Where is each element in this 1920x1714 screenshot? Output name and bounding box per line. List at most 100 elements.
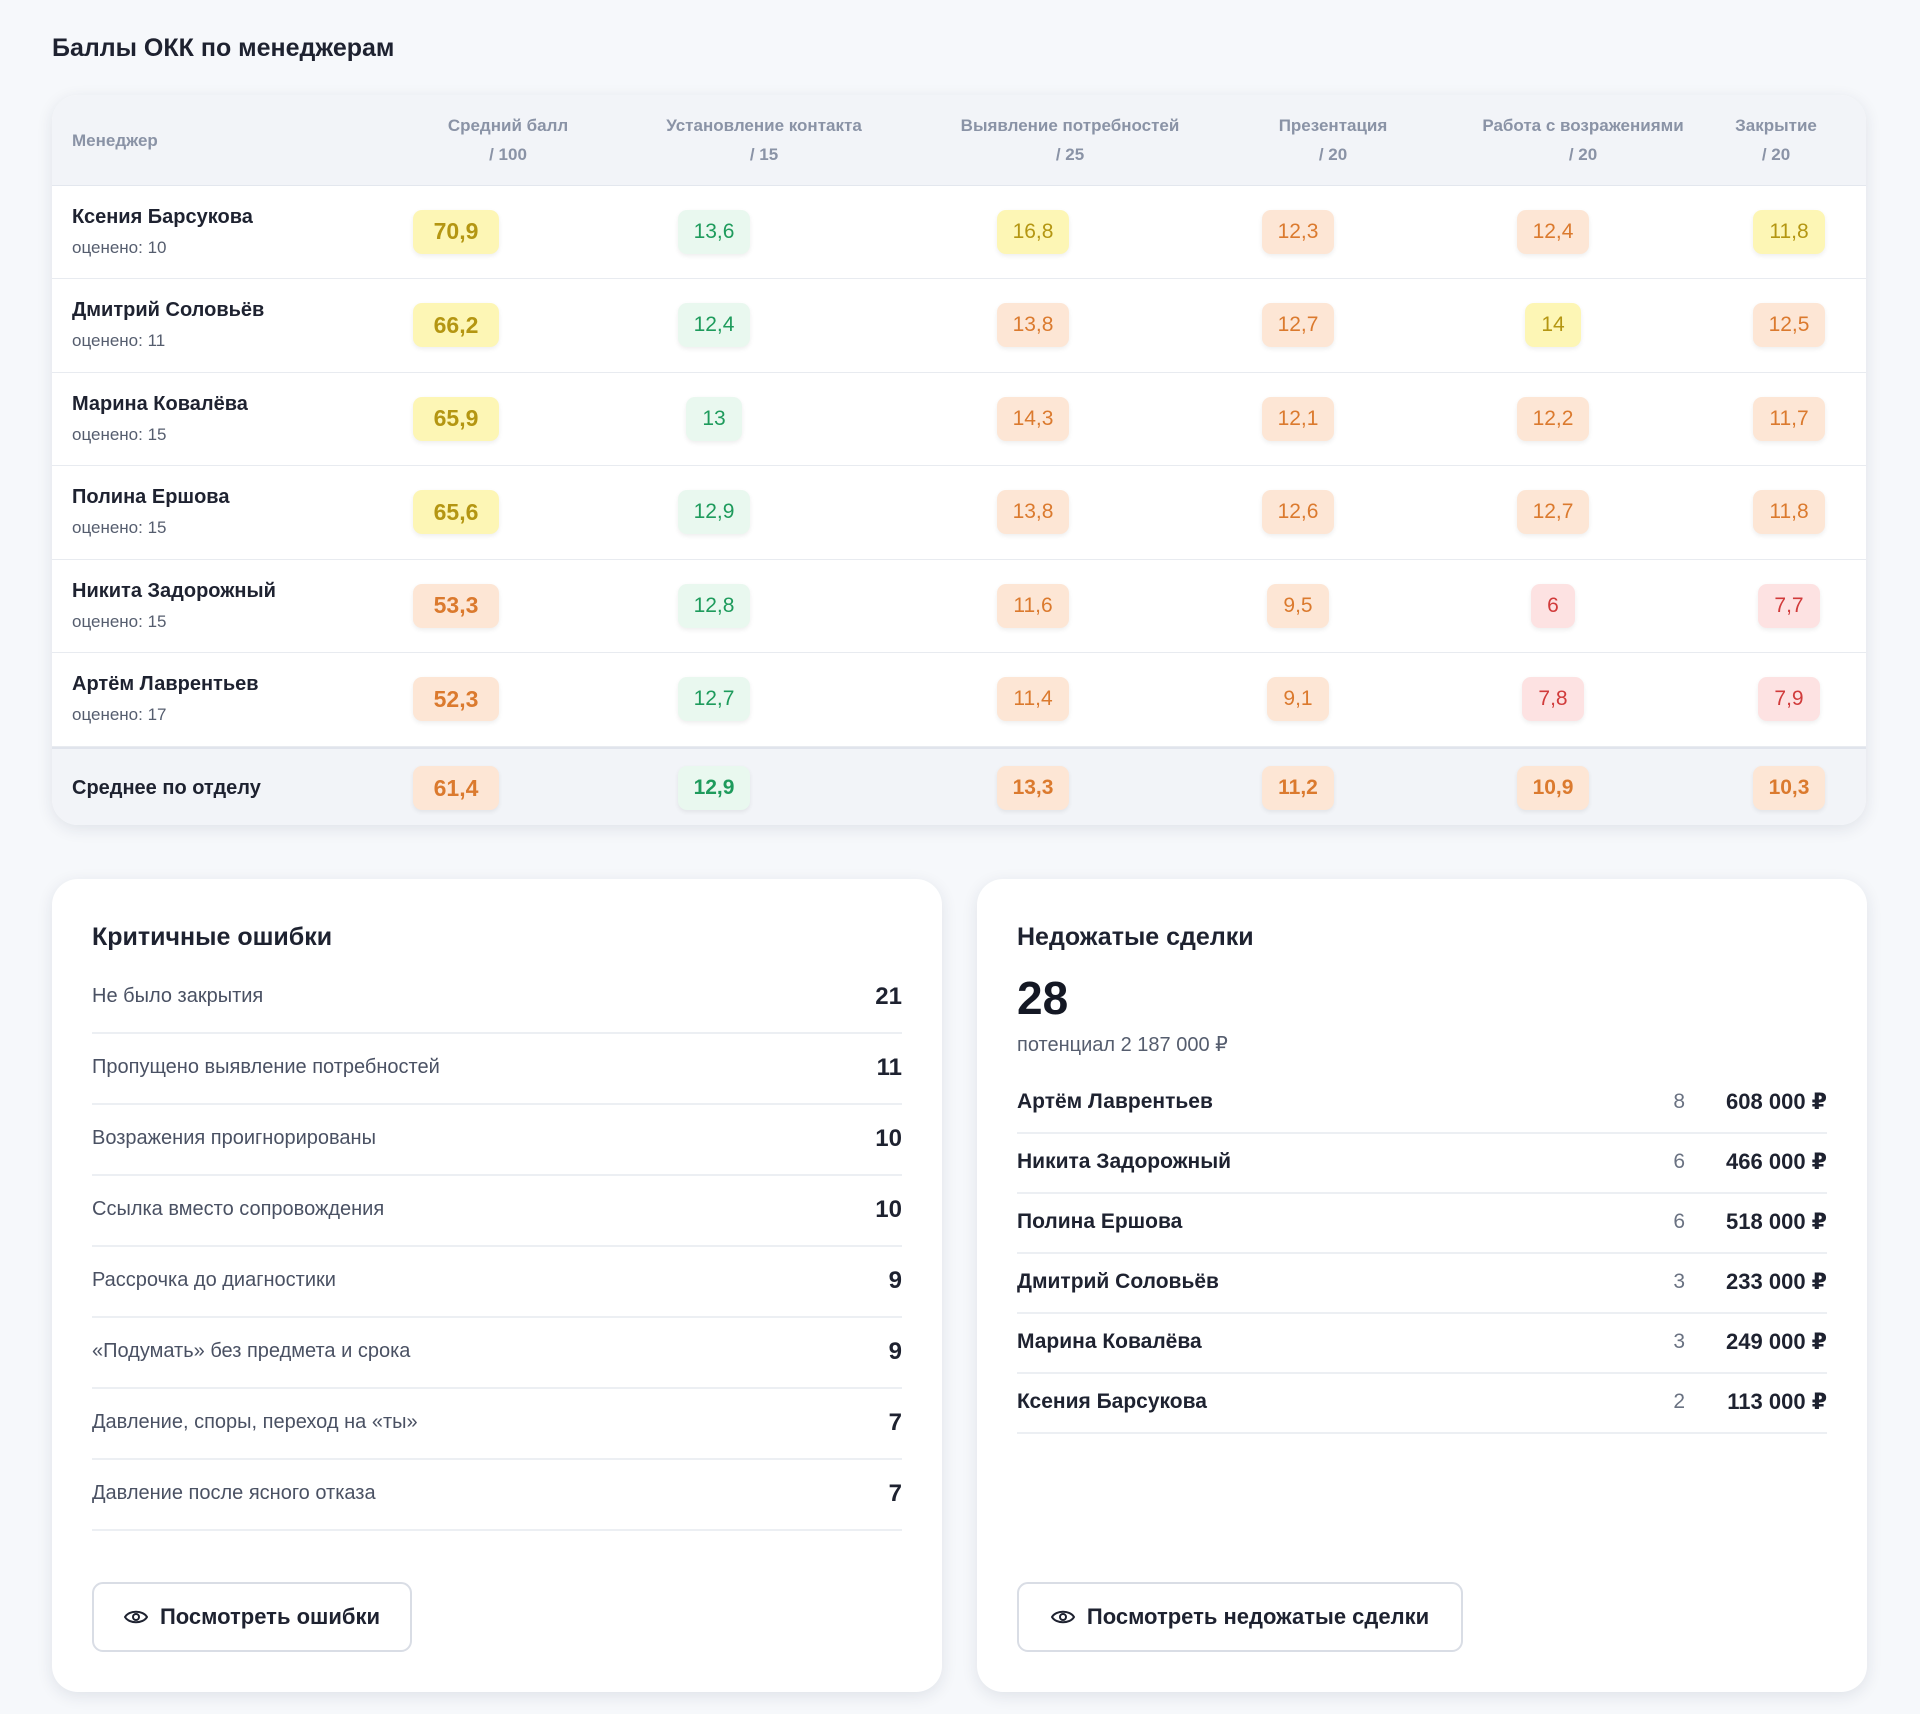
- table-row[interactable]: Ксения Барсукова оценено: 10 70,9 13,6 16,8 1…: [52, 185, 1866, 279]
- unclosed-deal-item: Артём Лаврентьев 8 608 000 ₽: [1017, 1072, 1827, 1134]
- critical-error-item: «Подумать» без предмета и срока 9: [92, 1316, 902, 1389]
- unclosed-deal-item: Дмитрий Соловьёв 3 233 000 ₽: [1017, 1252, 1827, 1314]
- score-cell-needs: 11,4: [973, 653, 1093, 746]
- score-chip: 12,9: [677, 490, 751, 534]
- deal-count: 8: [1673, 1090, 1685, 1113]
- score-cell-closing: 12,5: [1729, 279, 1849, 372]
- table-row[interactable]: Полина Ершова оценено: 15 65,6 12,9 13,8 12,6…: [52, 466, 1866, 560]
- eye-icon: [123, 1610, 148, 1624]
- score-chip: 11,8: [1753, 209, 1825, 254]
- score-cell-closing: 10,3: [1729, 749, 1849, 825]
- critical-error-item: Пропущено выявление потребностей 11: [92, 1032, 902, 1105]
- score-cell-contact: 13: [654, 372, 774, 465]
- critical-error-item: Рассрочка до диагностики 9: [92, 1245, 902, 1318]
- score-cell-presentation: 12,6: [1238, 466, 1358, 559]
- score-cell-needs: 13,8: [973, 279, 1093, 372]
- score-cell-contact: 13,6: [654, 185, 774, 278]
- critical-error-label: Ссылка вместо сопровождения: [92, 1198, 385, 1220]
- deal-count: 6: [1673, 1150, 1685, 1173]
- critical-error-count: 11: [876, 1053, 902, 1081]
- score-chip: 12,8: [677, 583, 751, 628]
- deal-manager-name: Артём Лаврентьев: [1017, 1090, 1213, 1113]
- critical-error-count: 7: [888, 1479, 902, 1507]
- score-cell-objections: 14: [1493, 279, 1613, 372]
- view-errors-button[interactable]: Посмотреть ошибки: [92, 1582, 412, 1652]
- score-cell-closing: 7,9: [1729, 653, 1849, 746]
- score-chip: 70,9: [413, 209, 499, 254]
- deal-manager-name: Дмитрий Соловьёв: [1017, 1270, 1219, 1293]
- score-chip: 7,9: [1758, 677, 1820, 721]
- score-chip: 53,3: [413, 583, 499, 628]
- eye-icon: [1050, 1610, 1075, 1624]
- score-cell-presentation: 11,2: [1238, 749, 1358, 825]
- deal-count: 3: [1673, 1330, 1685, 1353]
- score-chip: 12,1: [1261, 396, 1335, 441]
- deal-manager-name: Никита Задорожный: [1017, 1150, 1232, 1173]
- score-cell-objections: 6: [1493, 559, 1613, 652]
- table-row[interactable]: Артём Лаврентьев оценено: 17 52,3 12,7 11,4 9…: [52, 653, 1866, 747]
- evaluated-count: оценено: 15: [72, 424, 167, 444]
- view-unclosed-deals-button[interactable]: Посмотреть недожатые сделки: [1017, 1582, 1463, 1652]
- score-chip: 7,8: [1522, 677, 1584, 721]
- column-header-label: Выявление потребностей: [960, 116, 1180, 135]
- page-title: Баллы ОКК по менеджерам: [52, 34, 395, 62]
- score-chip: 9,5: [1267, 583, 1329, 628]
- score-chip: 14,3: [996, 396, 1070, 441]
- deal-amount: 113 000 ₽: [1727, 1389, 1827, 1414]
- column-header-closing: Закрытие / 20: [1716, 95, 1836, 185]
- score-chip: 13,8: [996, 303, 1070, 347]
- score-cell-average: 70,9: [396, 185, 516, 278]
- unclosed-deal-item: Марина Ковалёва 3 249 000 ₽: [1017, 1312, 1827, 1374]
- score-cell-needs: 16,8: [973, 185, 1093, 278]
- score-chip: 12,7: [1261, 303, 1335, 347]
- score-chip: 11,7: [1753, 396, 1825, 441]
- score-chip: 11,6: [997, 583, 1069, 628]
- column-header-max: / 20: [1568, 145, 1598, 164]
- score-cell-needs: 13,3: [973, 749, 1093, 825]
- score-chip: 12,2: [1516, 396, 1590, 441]
- critical-error-label: Пропущено выявление потребностей: [92, 1056, 440, 1078]
- score-chip: 11,2: [1262, 766, 1334, 810]
- evaluated-count: оценено: 17: [72, 705, 167, 724]
- deal-amount: 466 000 ₽: [1726, 1149, 1827, 1174]
- deal-count: 6: [1673, 1210, 1685, 1233]
- score-cell-presentation: 12,7: [1238, 279, 1358, 372]
- critical-error-label: Давление после ясного отказа: [92, 1482, 376, 1504]
- table-row[interactable]: Никита Задорожный оценено: 15 53,3 12,8 11,6…: [52, 559, 1866, 653]
- view-unclosed-deals-label: Посмотреть недожатые сделки: [1086, 1604, 1430, 1629]
- table-row[interactable]: Марина Ковалёва оценено: 15 65,9 13 14,3 12,1…: [52, 372, 1866, 466]
- column-header-needs: Выявление потребностей / 25: [920, 95, 1220, 185]
- score-chip: 12,4: [1516, 209, 1590, 254]
- score-cell-objections: 10,9: [1493, 749, 1613, 825]
- score-cell-objections: 12,7: [1493, 466, 1613, 559]
- score-cell-objections: 7,8: [1493, 653, 1613, 746]
- score-chip: 10,9: [1516, 766, 1590, 810]
- score-chip: 13: [686, 396, 742, 441]
- score-cell-contact: 12,4: [654, 279, 774, 372]
- column-header-label: Презентация: [1278, 116, 1388, 135]
- score-cell-average: 61,4: [396, 749, 516, 825]
- manager-name: Полина Ершова: [72, 486, 230, 508]
- score-chip: 13,6: [677, 209, 751, 254]
- score-chip: 65,9: [413, 396, 499, 441]
- column-header-average: Средний балл / 100: [398, 95, 618, 185]
- manager-name: Ксения Барсукова: [72, 205, 253, 228]
- evaluated-count: оценено: 15: [72, 611, 167, 631]
- column-header-presentation: Презентация / 20: [1218, 95, 1448, 185]
- score-cell-presentation: 9,5: [1238, 559, 1358, 652]
- score-cell-objections: 12,4: [1493, 185, 1613, 278]
- score-chip: 13,3: [996, 766, 1070, 810]
- column-header-max: / 100: [489, 145, 527, 164]
- column-header-contact: Установление контакта / 15: [614, 95, 914, 185]
- view-errors-label: Посмотреть ошибки: [159, 1604, 381, 1629]
- critical-error-label: Давление, споры, переход на «ты»: [92, 1411, 418, 1433]
- column-header-label: Закрытие: [1735, 116, 1817, 135]
- score-cell-closing: 11,8: [1729, 185, 1849, 278]
- unclosed-deal-item: Никита Задорожный 6 466 000 ₽: [1017, 1132, 1827, 1194]
- score-chip: 16,8: [996, 209, 1070, 254]
- column-header-max: / 20: [1761, 145, 1791, 164]
- deal-count: 2: [1673, 1390, 1685, 1413]
- table-row[interactable]: Дмитрий Соловьёв оценено: 11 66,2 12,4 13,8 1…: [52, 279, 1866, 373]
- critical-error-item: Не было закрытия 21: [92, 961, 902, 1034]
- critical-error-label: Возражения проигнорированы: [92, 1127, 376, 1149]
